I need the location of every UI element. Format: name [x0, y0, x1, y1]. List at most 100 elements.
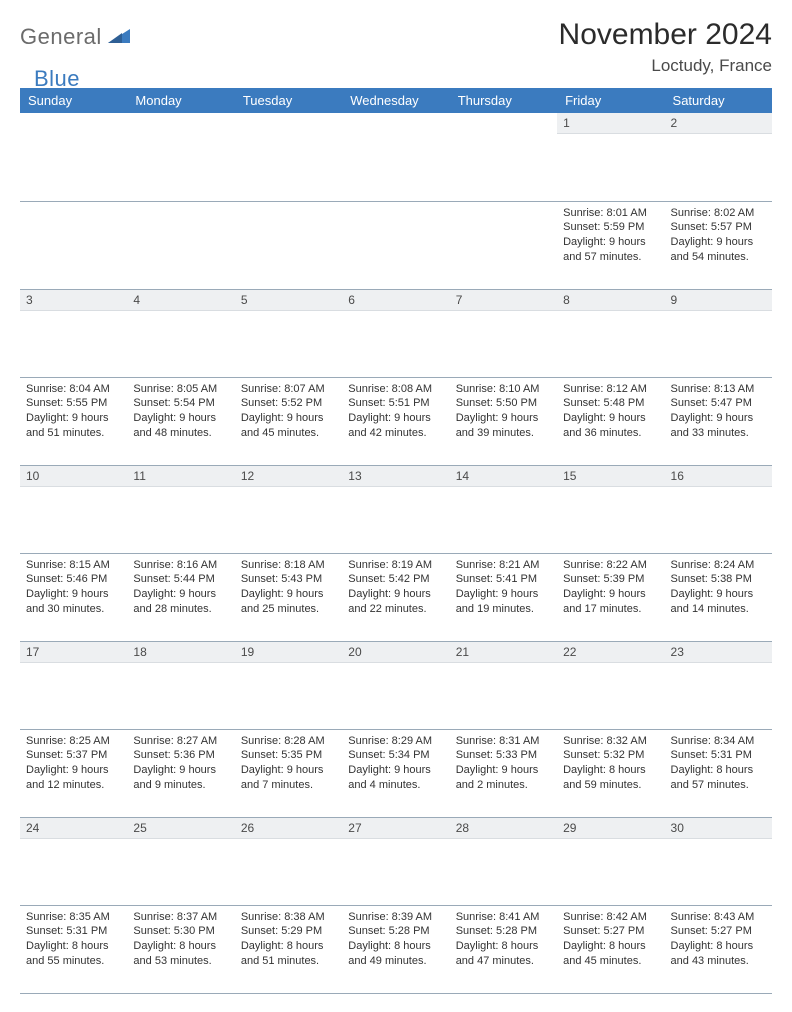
calendar-cell: Sunrise: 8:04 AMSunset: 5:55 PMDaylight:… [20, 377, 127, 465]
logo-text-general: General [20, 24, 102, 50]
calendar-cell [127, 201, 234, 289]
calendar-cell: Sunrise: 8:15 AMSunset: 5:46 PMDaylight:… [20, 553, 127, 641]
calendar-cell [342, 201, 449, 289]
day-details: Sunrise: 8:21 AMSunset: 5:41 PMDaylight:… [450, 554, 557, 623]
weekday-header: Wednesday [342, 88, 449, 113]
day-details: Sunrise: 8:38 AMSunset: 5:29 PMDaylight:… [235, 906, 342, 975]
calendar-table: SundayMondayTuesdayWednesdayThursdayFrid… [20, 88, 772, 994]
day-number: 6 [342, 290, 449, 311]
location-subtitle: Loctudy, France [559, 56, 772, 76]
day-details: Sunrise: 8:25 AMSunset: 5:37 PMDaylight:… [20, 730, 127, 799]
day-details: Sunrise: 8:42 AMSunset: 5:27 PMDaylight:… [557, 906, 664, 975]
day-number: 10 [20, 466, 127, 487]
calendar-cell: Sunrise: 8:22 AMSunset: 5:39 PMDaylight:… [557, 553, 664, 641]
day-details: Sunrise: 8:28 AMSunset: 5:35 PMDaylight:… [235, 730, 342, 799]
day-details: Sunrise: 8:05 AMSunset: 5:54 PMDaylight:… [127, 378, 234, 447]
day-details: Sunrise: 8:13 AMSunset: 5:47 PMDaylight:… [665, 378, 772, 447]
weekday-header: Tuesday [235, 88, 342, 113]
calendar-cell: Sunrise: 8:31 AMSunset: 5:33 PMDaylight:… [450, 729, 557, 817]
day-number: 14 [450, 466, 557, 487]
calendar-header-row: SundayMondayTuesdayWednesdayThursdayFrid… [20, 88, 772, 113]
day-details: Sunrise: 8:32 AMSunset: 5:32 PMDaylight:… [557, 730, 664, 799]
day-details: Sunrise: 8:01 AMSunset: 5:59 PMDaylight:… [557, 202, 664, 271]
calendar-cell: Sunrise: 8:43 AMSunset: 5:27 PMDaylight:… [665, 905, 772, 993]
calendar-cell: Sunrise: 8:37 AMSunset: 5:30 PMDaylight:… [127, 905, 234, 993]
day-details: Sunrise: 8:12 AMSunset: 5:48 PMDaylight:… [557, 378, 664, 447]
calendar-cell: Sunrise: 8:08 AMSunset: 5:51 PMDaylight:… [342, 377, 449, 465]
calendar-cell: Sunrise: 8:13 AMSunset: 5:47 PMDaylight:… [665, 377, 772, 465]
day-details: Sunrise: 8:41 AMSunset: 5:28 PMDaylight:… [450, 906, 557, 975]
day-number: 22 [557, 642, 664, 663]
day-details: Sunrise: 8:04 AMSunset: 5:55 PMDaylight:… [20, 378, 127, 447]
day-number [127, 113, 234, 133]
day-details: Sunrise: 8:16 AMSunset: 5:44 PMDaylight:… [127, 554, 234, 623]
day-number [235, 113, 342, 133]
day-number: 3 [20, 290, 127, 311]
day-number: 21 [450, 642, 557, 663]
calendar-cell: Sunrise: 8:07 AMSunset: 5:52 PMDaylight:… [235, 377, 342, 465]
day-details: Sunrise: 8:39 AMSunset: 5:28 PMDaylight:… [342, 906, 449, 975]
calendar-cell: Sunrise: 8:29 AMSunset: 5:34 PMDaylight:… [342, 729, 449, 817]
calendar-cell: Sunrise: 8:05 AMSunset: 5:54 PMDaylight:… [127, 377, 234, 465]
calendar-cell: Sunrise: 8:27 AMSunset: 5:36 PMDaylight:… [127, 729, 234, 817]
day-details: Sunrise: 8:35 AMSunset: 5:31 PMDaylight:… [20, 906, 127, 975]
month-title: November 2024 [559, 18, 772, 52]
day-number: 9 [665, 290, 772, 311]
calendar-cell: Sunrise: 8:18 AMSunset: 5:43 PMDaylight:… [235, 553, 342, 641]
title-block: November 2024 Loctudy, France [559, 18, 772, 76]
weekday-header: Monday [127, 88, 234, 113]
day-details: Sunrise: 8:24 AMSunset: 5:38 PMDaylight:… [665, 554, 772, 623]
calendar-cell: Sunrise: 8:24 AMSunset: 5:38 PMDaylight:… [665, 553, 772, 641]
calendar-cell [235, 201, 342, 289]
logo-text-blue-wrap: Blue [34, 66, 80, 92]
calendar-page: General November 2024 Loctudy, France Bl… [0, 0, 792, 1012]
page-header: General November 2024 Loctudy, France [20, 18, 772, 76]
day-details: Sunrise: 8:08 AMSunset: 5:51 PMDaylight:… [342, 378, 449, 447]
day-number: 5 [235, 290, 342, 311]
weekday-header: Thursday [450, 88, 557, 113]
day-number: 15 [557, 466, 664, 487]
day-number: 13 [342, 466, 449, 487]
day-number: 16 [665, 466, 772, 487]
calendar-cell: Sunrise: 8:34 AMSunset: 5:31 PMDaylight:… [665, 729, 772, 817]
day-number: 2 [665, 113, 772, 134]
day-details: Sunrise: 8:18 AMSunset: 5:43 PMDaylight:… [235, 554, 342, 623]
calendar-cell: Sunrise: 8:21 AMSunset: 5:41 PMDaylight:… [450, 553, 557, 641]
day-number: 12 [235, 466, 342, 487]
calendar-cell: Sunrise: 8:12 AMSunset: 5:48 PMDaylight:… [557, 377, 664, 465]
calendar-cell: Sunrise: 8:19 AMSunset: 5:42 PMDaylight:… [342, 553, 449, 641]
day-details: Sunrise: 8:07 AMSunset: 5:52 PMDaylight:… [235, 378, 342, 447]
day-number: 8 [557, 290, 664, 311]
day-number: 29 [557, 818, 664, 839]
weekday-header: Saturday [665, 88, 772, 113]
day-details: Sunrise: 8:37 AMSunset: 5:30 PMDaylight:… [127, 906, 234, 975]
day-details: Sunrise: 8:34 AMSunset: 5:31 PMDaylight:… [665, 730, 772, 799]
day-number: 20 [342, 642, 449, 663]
day-details: Sunrise: 8:02 AMSunset: 5:57 PMDaylight:… [665, 202, 772, 271]
calendar-cell: Sunrise: 8:25 AMSunset: 5:37 PMDaylight:… [20, 729, 127, 817]
day-number: 1 [557, 113, 664, 134]
calendar-cell [20, 201, 127, 289]
calendar-cell: Sunrise: 8:10 AMSunset: 5:50 PMDaylight:… [450, 377, 557, 465]
day-number: 25 [127, 818, 234, 839]
calendar-cell: Sunrise: 8:01 AMSunset: 5:59 PMDaylight:… [557, 201, 664, 289]
day-details: Sunrise: 8:15 AMSunset: 5:46 PMDaylight:… [20, 554, 127, 623]
calendar-cell: Sunrise: 8:02 AMSunset: 5:57 PMDaylight:… [665, 201, 772, 289]
day-number: 18 [127, 642, 234, 663]
day-number: 27 [342, 818, 449, 839]
calendar-cell: Sunrise: 8:41 AMSunset: 5:28 PMDaylight:… [450, 905, 557, 993]
calendar-cell: Sunrise: 8:16 AMSunset: 5:44 PMDaylight:… [127, 553, 234, 641]
calendar-cell: Sunrise: 8:38 AMSunset: 5:29 PMDaylight:… [235, 905, 342, 993]
day-details: Sunrise: 8:29 AMSunset: 5:34 PMDaylight:… [342, 730, 449, 799]
day-details: Sunrise: 8:19 AMSunset: 5:42 PMDaylight:… [342, 554, 449, 623]
logo-text-blue: Blue [34, 66, 80, 91]
day-number: 26 [235, 818, 342, 839]
day-number [20, 113, 127, 133]
day-details: Sunrise: 8:27 AMSunset: 5:36 PMDaylight:… [127, 730, 234, 799]
calendar-cell: Sunrise: 8:35 AMSunset: 5:31 PMDaylight:… [20, 905, 127, 993]
calendar-cell: Sunrise: 8:39 AMSunset: 5:28 PMDaylight:… [342, 905, 449, 993]
day-number: 19 [235, 642, 342, 663]
day-number: 4 [127, 290, 234, 311]
calendar-cell: Sunrise: 8:32 AMSunset: 5:32 PMDaylight:… [557, 729, 664, 817]
day-number: 11 [127, 466, 234, 487]
